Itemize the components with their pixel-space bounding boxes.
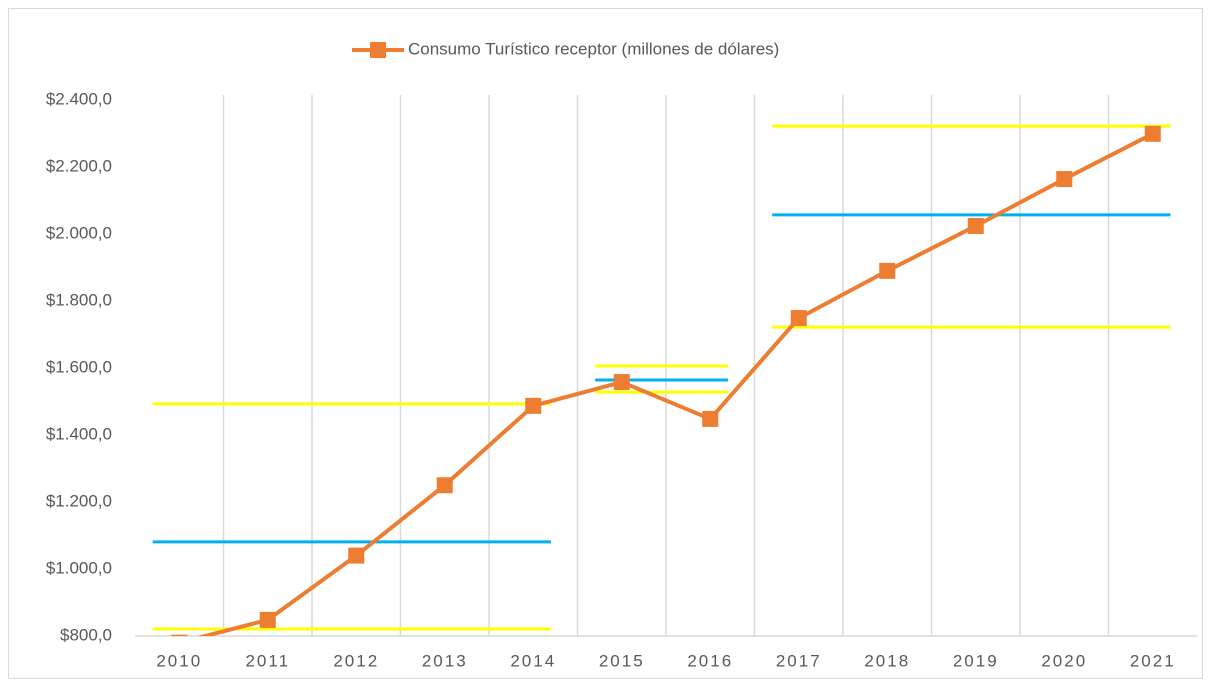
y-tick-label: $2.000,0 xyxy=(46,223,112,242)
x-tick-label: 2017 xyxy=(776,651,822,670)
data-point xyxy=(967,217,984,234)
x-tick-label: 2016 xyxy=(687,651,733,670)
data-point xyxy=(348,547,365,564)
x-tick-label: 2012 xyxy=(333,651,379,670)
y-tick-label: $1.800,0 xyxy=(46,290,112,309)
data-point xyxy=(702,410,719,427)
x-tick-label: 2013 xyxy=(422,651,468,670)
y-tick-label: $1.200,0 xyxy=(46,491,112,510)
x-tick-label: 2014 xyxy=(510,651,556,670)
y-tick-label: $800,0 xyxy=(60,625,112,644)
data-point xyxy=(436,477,453,494)
data-point xyxy=(613,374,630,391)
legend-label: Consumo Turístico receptor (millones de … xyxy=(408,39,779,58)
y-tick-label: $2.200,0 xyxy=(46,156,112,175)
x-tick-label: 2015 xyxy=(599,651,645,670)
y-tick-label: $1.600,0 xyxy=(46,357,112,376)
series-line xyxy=(197,132,1154,636)
x-tick-label: 2021 xyxy=(1130,651,1176,670)
data-point xyxy=(171,634,188,636)
y-tick-label: $2.400,0 xyxy=(46,89,112,108)
data-point xyxy=(790,310,807,327)
data-point xyxy=(1144,125,1161,142)
data-point xyxy=(879,262,896,279)
x-tick-label: 2019 xyxy=(953,651,999,670)
y-tick-label: $1.400,0 xyxy=(46,424,112,443)
chart-border xyxy=(8,8,1203,679)
x-tick-label: 2010 xyxy=(156,651,202,670)
data-point xyxy=(525,397,542,414)
data-point xyxy=(259,611,276,628)
y-tick-label: $1.000,0 xyxy=(46,558,112,577)
x-tick-label: 2020 xyxy=(1041,651,1087,670)
data-point xyxy=(1056,171,1073,188)
x-tick-label: 2018 xyxy=(864,651,910,670)
legend-marker xyxy=(370,42,386,58)
x-tick-label: 2011 xyxy=(245,651,290,670)
